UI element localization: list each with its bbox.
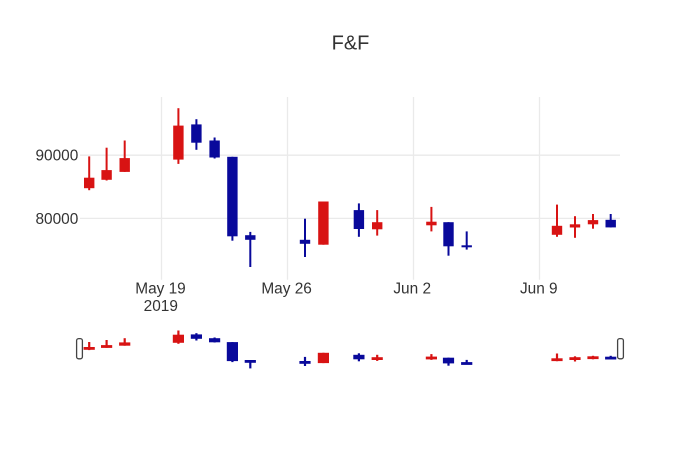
svg-text:Jun 2: Jun 2: [393, 280, 431, 297]
svg-text:May 19: May 19: [135, 280, 185, 297]
svg-text:2019: 2019: [144, 298, 178, 315]
svg-text:May 26: May 26: [261, 280, 311, 297]
svg-text:80000: 80000: [35, 211, 78, 228]
svg-text:F&F: F&F: [332, 33, 370, 55]
svg-text:Jun 9: Jun 9: [520, 280, 558, 297]
svg-text:90000: 90000: [35, 147, 78, 164]
